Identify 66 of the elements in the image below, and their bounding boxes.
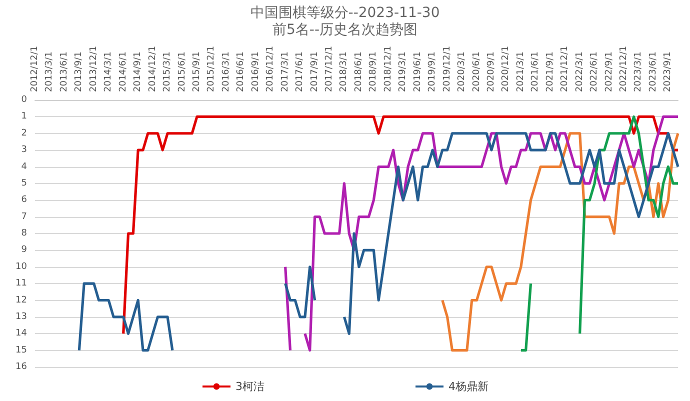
x-tick-label: 2020/3/1 [457, 52, 468, 92]
x-tick-label: 2020/6/1 [472, 52, 482, 92]
x-tick-label: 2017/9/1 [310, 52, 320, 92]
x-tick-label: 2023/9/1 [663, 52, 674, 92]
x-tick-label: 2019/3/1 [398, 52, 408, 92]
x-tick-label: 2019/6/1 [412, 52, 423, 92]
x-tick-label: 2012/12/1 [30, 46, 40, 92]
x-tick-label: 2020/12/1 [501, 46, 512, 92]
y-tick-label: 14 [16, 328, 28, 339]
x-tick-label: 2016/3/1 [221, 52, 232, 92]
y-tick-label: 3 [21, 145, 27, 156]
x-tick-label: 2013/3/1 [44, 52, 55, 92]
y-tick-label: 4 [21, 162, 28, 172]
x-tick-label: 2015/6/1 [177, 52, 188, 92]
y-tick-label: 13 [16, 312, 27, 322]
y-tick-label: 16 [16, 362, 28, 372]
y-tick-label: 12 [16, 295, 27, 306]
x-tick-label: 2022/9/1 [604, 52, 614, 92]
y-tick-label: 9 [21, 245, 28, 256]
x-tick-label: 2017/12/1 [324, 46, 335, 92]
y-tick-label: 11 [16, 278, 27, 289]
x-tick-label: 2019/12/1 [442, 46, 452, 92]
x-tick-label: 2015/3/1 [162, 52, 173, 92]
x-tick-label: 2014/6/1 [118, 52, 128, 92]
x-tick-label: 2014/3/1 [104, 52, 114, 92]
x-tick-label: 2014/12/1 [148, 46, 158, 92]
y-tick-label: 8 [21, 228, 28, 238]
x-tick-label: 2018/3/1 [339, 52, 350, 92]
x-tick-label: 2017/6/1 [295, 52, 306, 92]
x-tick-label: 2016/12/1 [266, 46, 276, 92]
x-tick-label: 2018/9/1 [368, 52, 379, 92]
x-tick-label: 2023/6/1 [648, 52, 658, 92]
x-tick-label: 2020/9/1 [486, 52, 496, 92]
y-tick-label: 6 [21, 195, 28, 206]
y-tick-label: 0 [21, 95, 28, 105]
x-tick-label: 2015/9/1 [192, 52, 202, 92]
x-tick-label: 2022/3/1 [574, 52, 585, 92]
y-tick-label: 5 [21, 178, 27, 188]
y-tick-label: 1 [21, 112, 27, 122]
x-tick-label: 2013/6/1 [59, 52, 70, 92]
chart-subtitle: 前5名--历史名次趋势图 [272, 22, 418, 38]
x-tick-label: 2021/9/1 [545, 52, 556, 92]
x-tick-label: 2018/6/1 [354, 52, 364, 92]
x-tick-label: 2017/3/1 [280, 52, 290, 92]
x-tick-label: 2022/6/1 [590, 52, 600, 92]
x-tick-label: 2021/6/1 [530, 52, 541, 92]
legend-label: 4杨鼎新 [448, 380, 488, 393]
line-series [122, 115, 680, 335]
x-tick-label: 2022/12/1 [619, 46, 630, 92]
x-tick-label: 2021/12/1 [560, 46, 570, 92]
chart-title: 中国围棋等级分--2023-11-30 [250, 5, 440, 21]
legend-label: 3柯洁 [236, 380, 264, 393]
y-tick-label: 2 [21, 128, 27, 138]
x-tick-label: 2021/3/1 [516, 52, 526, 92]
x-tick-label: 2016/9/1 [250, 52, 261, 92]
x-tick-label: 2019/9/1 [428, 52, 438, 92]
x-tick-label: 2015/12/1 [206, 46, 217, 92]
y-tick-label: 7 [21, 212, 27, 222]
x-tick-label: 2016/6/1 [236, 52, 246, 92]
x-tick-label: 2023/3/1 [634, 52, 644, 92]
x-tick-label: 2018/12/1 [383, 46, 394, 92]
x-tick-label: 2014/9/1 [133, 52, 144, 92]
y-tick-label: 15 [16, 345, 27, 356]
y-tick-label: 10 [16, 262, 28, 272]
x-tick-label: 2013/9/1 [74, 52, 84, 92]
x-tick-label: 2013/12/1 [88, 46, 99, 92]
